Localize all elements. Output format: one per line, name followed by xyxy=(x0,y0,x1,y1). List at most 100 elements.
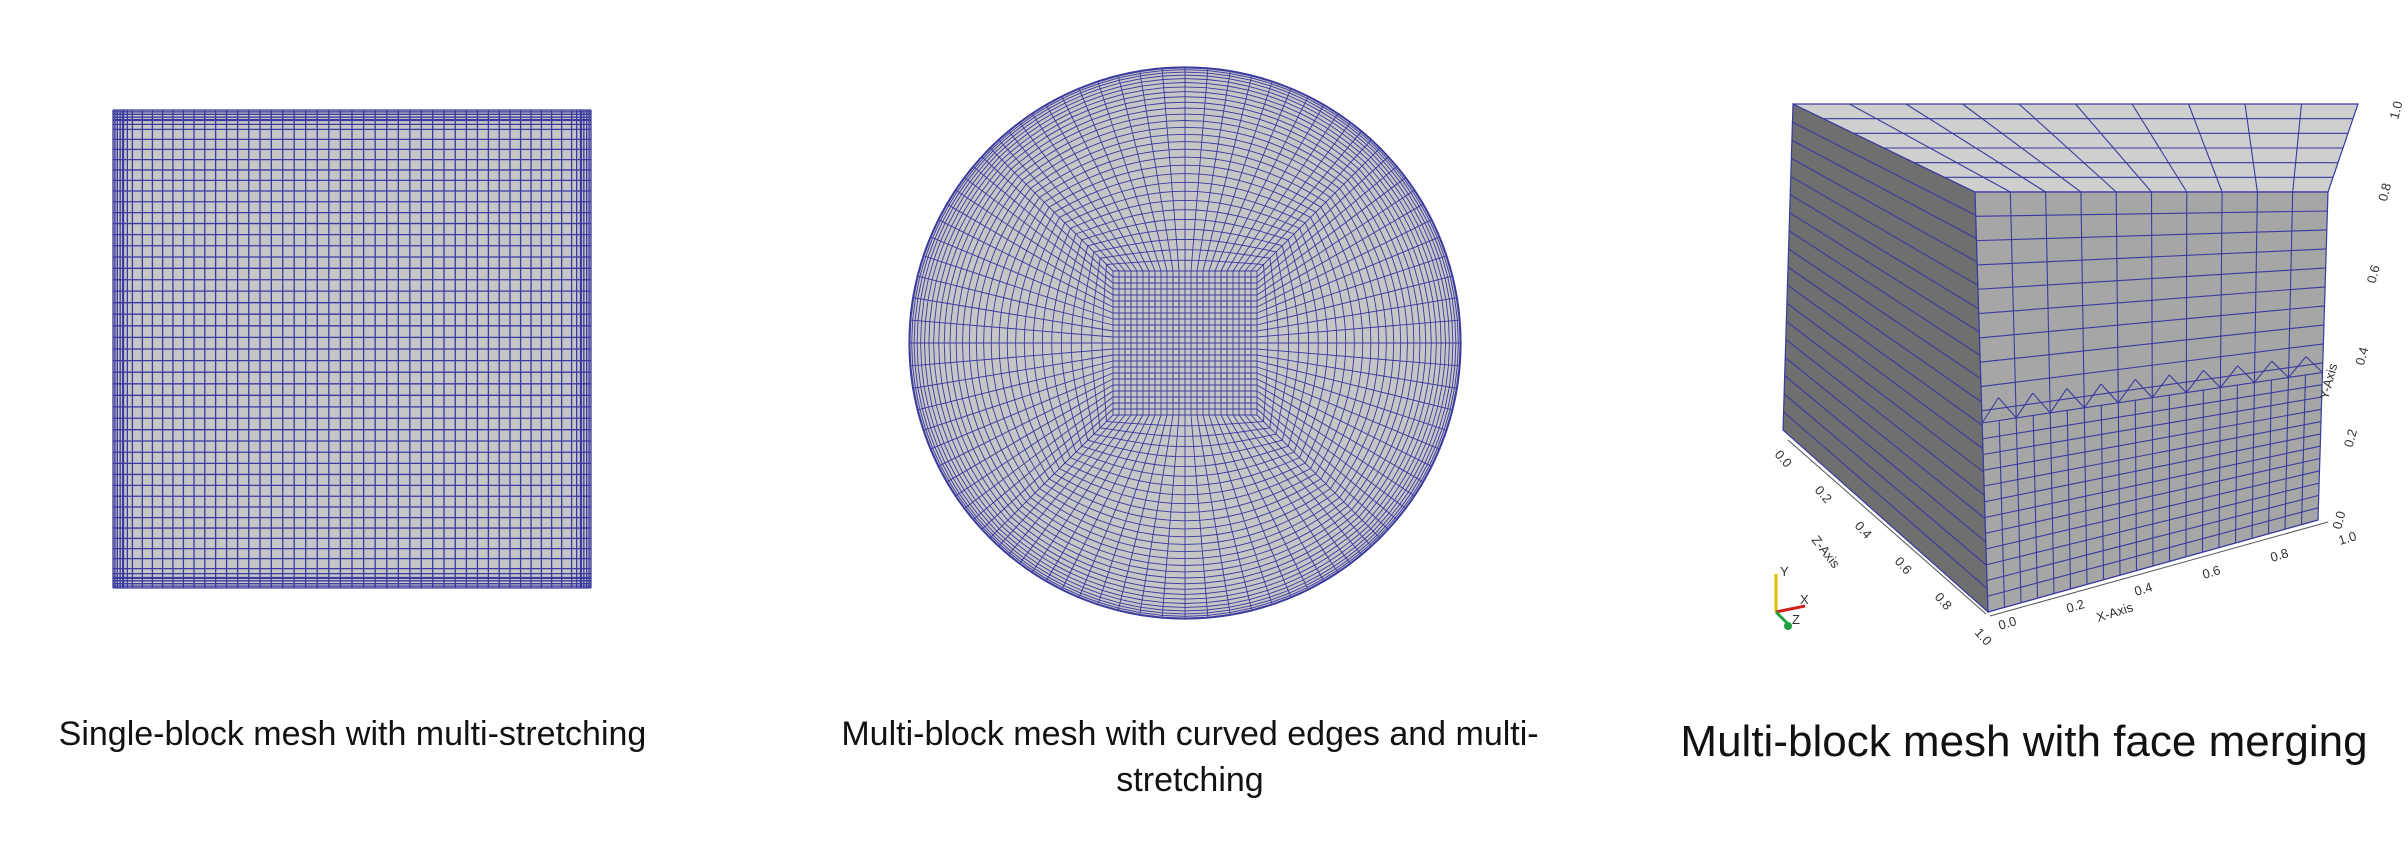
radial-line xyxy=(1019,414,1132,565)
ring-curve xyxy=(1080,238,1290,448)
radial-line xyxy=(1214,88,1292,272)
left-grid-line xyxy=(1788,248,1982,380)
radial-line xyxy=(1256,354,1458,389)
radial-line xyxy=(930,236,1114,314)
y-tick-label: 1.0 xyxy=(2386,99,2405,120)
radial-line xyxy=(1208,414,1273,605)
front-coarse-vertical xyxy=(2253,191,2258,383)
radial-line xyxy=(998,414,1120,547)
front-fine-horizontal xyxy=(1984,433,2321,503)
radial-line xyxy=(1256,255,1447,320)
radial-line xyxy=(923,366,1114,431)
front-fine-horizontal xyxy=(1987,519,2319,613)
x-tick-label: 0.4 xyxy=(2132,579,2154,599)
radial-line xyxy=(1256,165,1398,284)
merge-triangle-edge xyxy=(2049,388,2068,414)
orientation-triad: Y X Z xyxy=(1774,564,1809,630)
front-fine-horizontal xyxy=(1985,470,2320,550)
radial-line xyxy=(955,390,1114,497)
y-tick-label: 0.2 xyxy=(2341,427,2360,448)
y-tick-label: 0.4 xyxy=(2352,345,2371,366)
front-coarse-horizontal xyxy=(1980,324,2325,363)
radial-line xyxy=(930,372,1114,450)
ring-curve xyxy=(1101,259,1269,427)
caption-curved-block: Multi-block mesh with curved edges and m… xyxy=(841,715,1539,799)
front-fine-horizontal xyxy=(1983,408,2322,471)
radial-line xyxy=(917,275,1114,326)
left-grid-line xyxy=(1791,139,1977,240)
radial-line xyxy=(1061,95,1150,272)
ring-curve xyxy=(928,86,1442,600)
ring-curve xyxy=(924,82,1446,604)
radial-line xyxy=(1161,414,1180,619)
radial-line xyxy=(1256,348,1461,367)
radial-line xyxy=(1007,414,1126,556)
ring-curve xyxy=(990,148,1380,538)
ring-curve xyxy=(949,107,1421,579)
ring-curve xyxy=(909,67,1461,619)
radial-line xyxy=(946,203,1114,302)
radial-line xyxy=(912,297,1114,332)
left-grid-line xyxy=(1784,375,1987,543)
front-fine-horizontal xyxy=(1983,396,2322,456)
caption-face-merging: Multi-block mesh with face merging xyxy=(1680,717,2368,766)
left-grid-line xyxy=(1789,194,1979,310)
radial-line xyxy=(1031,414,1138,573)
radial-line xyxy=(955,189,1114,296)
face-merging-cube-view: X-Axis Y-Axis Z-Axis 0.00.20.40.60.81.00… xyxy=(1772,99,2406,648)
x-axis-line xyxy=(1989,521,2329,617)
ring-curve xyxy=(913,71,1457,615)
radial-line xyxy=(1097,81,1162,272)
ring-curve xyxy=(1015,173,1355,513)
radial-line xyxy=(1256,203,1424,302)
radial-line xyxy=(963,396,1114,509)
radial-line xyxy=(1097,414,1162,605)
front-coarse-horizontal xyxy=(1975,210,2328,217)
x-tick-label: 0.0 xyxy=(1996,613,2018,633)
radial-line xyxy=(1196,414,1231,616)
ring-curve xyxy=(1060,218,1310,468)
radial-line xyxy=(1256,396,1407,509)
ring-curve xyxy=(1041,199,1329,487)
left-grid-line xyxy=(1785,339,1985,496)
left-grid-line xyxy=(1786,302,1984,450)
radial-line xyxy=(1250,139,1372,272)
radial-line xyxy=(1078,414,1156,598)
disk-outline xyxy=(908,66,1462,620)
merge-triangle-edge xyxy=(2066,388,2085,409)
radial-line xyxy=(1256,408,1389,530)
ring-curve xyxy=(1070,228,1300,458)
radial-line xyxy=(1007,130,1126,272)
radial-line xyxy=(1061,414,1150,591)
mesh-grid xyxy=(112,109,592,589)
front-coarse-vertical xyxy=(2045,191,2051,413)
radial-line xyxy=(937,219,1114,308)
triad-y-label: Y xyxy=(1780,564,1789,579)
left-grid-line xyxy=(1785,320,1985,473)
front-fine-horizontal xyxy=(1982,384,2323,440)
z-tick-label: 0.4 xyxy=(1852,518,1875,541)
merge-triangle-edge xyxy=(2185,369,2204,393)
merge-triangle-edge xyxy=(2083,383,2102,409)
ring-curve xyxy=(962,120,1408,566)
x-tick-label: 0.2 xyxy=(2064,596,2086,616)
merge-triangle-edge xyxy=(2219,365,2239,388)
ring-curve xyxy=(968,126,1402,560)
merge-triangle-edge xyxy=(2100,383,2119,404)
radial-line xyxy=(1244,130,1363,272)
ring-curve xyxy=(1091,249,1279,437)
merge-triangle-edge xyxy=(2237,365,2255,383)
merge-triangle-edge xyxy=(2032,392,2051,414)
z-axis-line xyxy=(1787,439,1987,615)
merge-triangle-edge xyxy=(2117,379,2136,404)
ring-curve xyxy=(911,69,1459,617)
front-coarse-horizontal xyxy=(1977,267,2326,290)
merge-triangle-edge xyxy=(2203,369,2221,388)
radial-line xyxy=(909,348,1114,367)
z-tick-label: 0.8 xyxy=(1932,589,1955,612)
triad-z-label: Z xyxy=(1792,612,1800,627)
caption-single-block: Single-block mesh with multi-stretching xyxy=(58,715,647,753)
cube-mesh xyxy=(1782,103,2359,614)
ring-curve xyxy=(938,96,1432,590)
ring-curve xyxy=(943,101,1427,585)
